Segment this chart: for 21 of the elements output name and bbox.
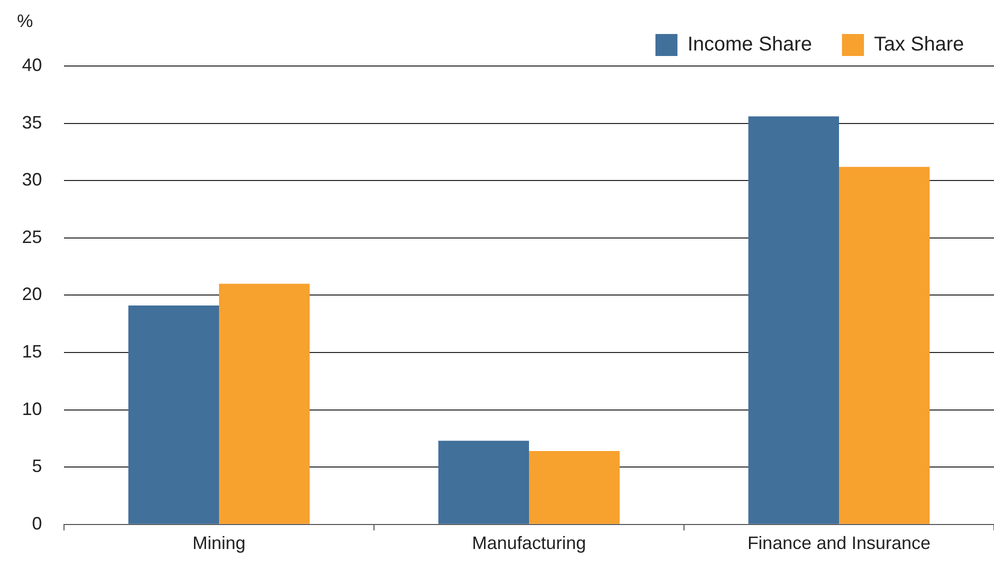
y-tick-label: 20 <box>22 284 42 304</box>
legend-label: Income Share <box>687 34 812 56</box>
y-tick-label: 0 <box>32 513 42 534</box>
y-tick-label: 25 <box>22 226 42 247</box>
y-tick-label: 10 <box>22 398 42 419</box>
y-tick-label: 15 <box>22 341 42 362</box>
y-tick-label: 40 <box>22 54 42 75</box>
bar <box>839 166 930 524</box>
bar <box>219 284 310 524</box>
y-tick-label: 35 <box>22 112 42 132</box>
bar <box>748 116 840 524</box>
bar <box>438 440 530 524</box>
x-tick-label: Mining <box>192 533 246 554</box>
y-axis-title: % <box>16 10 34 31</box>
bar <box>529 451 620 524</box>
y-tick-label: 30 <box>22 170 42 190</box>
bar <box>128 306 220 524</box>
y-tick-label: 5 <box>32 456 42 476</box>
x-tick-label: Finance and Insurance <box>747 533 931 554</box>
legend-label: Tax Share <box>874 34 964 56</box>
x-tick-label: Manufacturing <box>472 533 586 554</box>
